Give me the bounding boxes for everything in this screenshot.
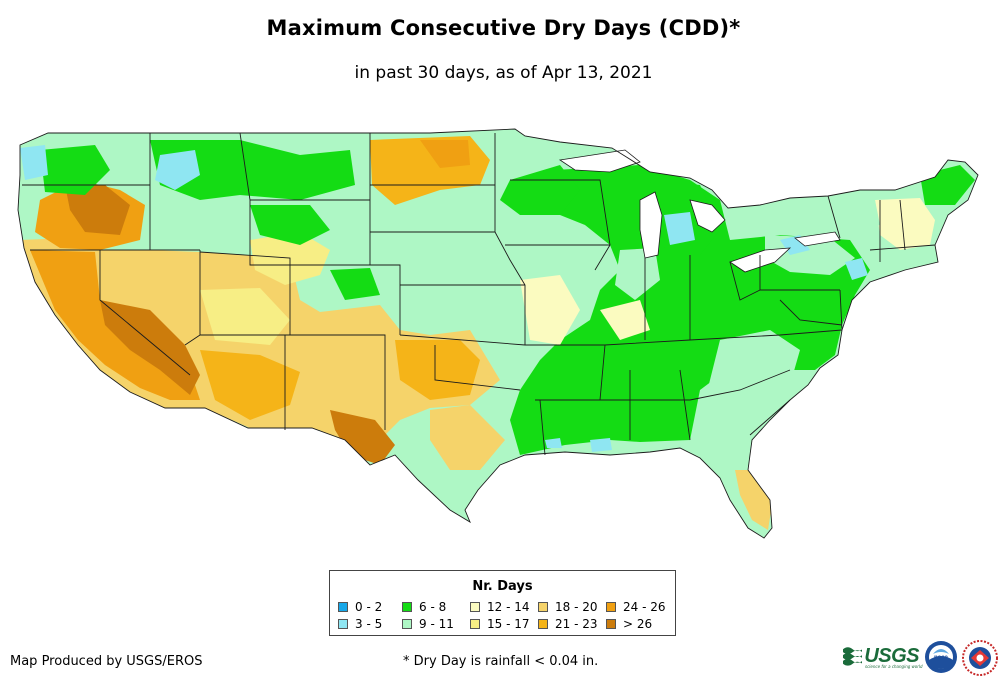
conus-dry-days-map <box>17 128 979 539</box>
legend-swatch <box>338 619 348 629</box>
credit-text: Map Produced by USGS/EROS <box>10 654 203 669</box>
legend-swatch <box>606 619 616 629</box>
great-lakes <box>558 149 841 273</box>
map-subtitle: in past 30 days, as of Apr 13, 2021 <box>354 63 653 83</box>
legend-item: > 26 <box>606 617 652 631</box>
usgs-tagline: science for a changing world <box>865 664 923 669</box>
legend-swatch <box>338 602 348 612</box>
legend-label: 21 - 23 <box>555 617 598 631</box>
legend-label: 9 - 11 <box>419 617 454 631</box>
legend-item: 6 - 8 <box>402 600 446 614</box>
legend-item: 15 - 17 <box>470 617 530 631</box>
legend-swatch <box>538 619 548 629</box>
legend: Nr. Days 0 - 2 3 - 5 6 - 8 9 - 11 12 - 14 15 … <box>329 570 676 636</box>
legend-label: 18 - 20 <box>555 600 598 614</box>
legend-label: 15 - 17 <box>487 617 530 631</box>
legend-item: 3 - 5 <box>338 617 382 631</box>
legend-swatch <box>470 619 480 629</box>
legend-swatch <box>470 602 480 612</box>
legend-title: Nr. Days <box>472 579 533 594</box>
legend-item: 9 - 11 <box>402 617 454 631</box>
dry-days-fill <box>18 129 978 538</box>
legend-label: 0 - 2 <box>355 600 383 614</box>
legend-label: > 26 <box>623 617 653 631</box>
legend-item: 21 - 23 <box>538 617 598 631</box>
noaa-logo: noaa <box>925 641 957 673</box>
legend-item: 24 - 26 <box>606 600 666 614</box>
legend-item: 12 - 14 <box>470 600 530 614</box>
legend-swatch <box>606 602 616 612</box>
state-borders <box>17 128 979 539</box>
legend-label: 6 - 8 <box>419 600 447 614</box>
footnote-text: * Dry Day is rainfall < 0.04 in. <box>403 654 599 669</box>
legend-label: 12 - 14 <box>487 600 530 614</box>
legend-swatch <box>402 602 412 612</box>
usgs-wordmark: USGS <box>864 644 919 667</box>
legend-item: 0 - 2 <box>338 600 382 614</box>
legend-label: 3 - 5 <box>355 617 383 631</box>
legend-label: 24 - 26 <box>623 600 666 614</box>
svg-text:noaa: noaa <box>934 655 949 661</box>
legend-swatch <box>538 602 548 612</box>
map-title: Maximum Consecutive Dry Days (CDD)* <box>266 16 741 40</box>
usgs-logo: USGS <box>843 643 919 669</box>
legend-swatch <box>402 619 412 629</box>
nws-logo <box>962 640 998 676</box>
legend-item: 18 - 20 <box>538 600 598 614</box>
usgs-wave-icon <box>843 647 863 666</box>
